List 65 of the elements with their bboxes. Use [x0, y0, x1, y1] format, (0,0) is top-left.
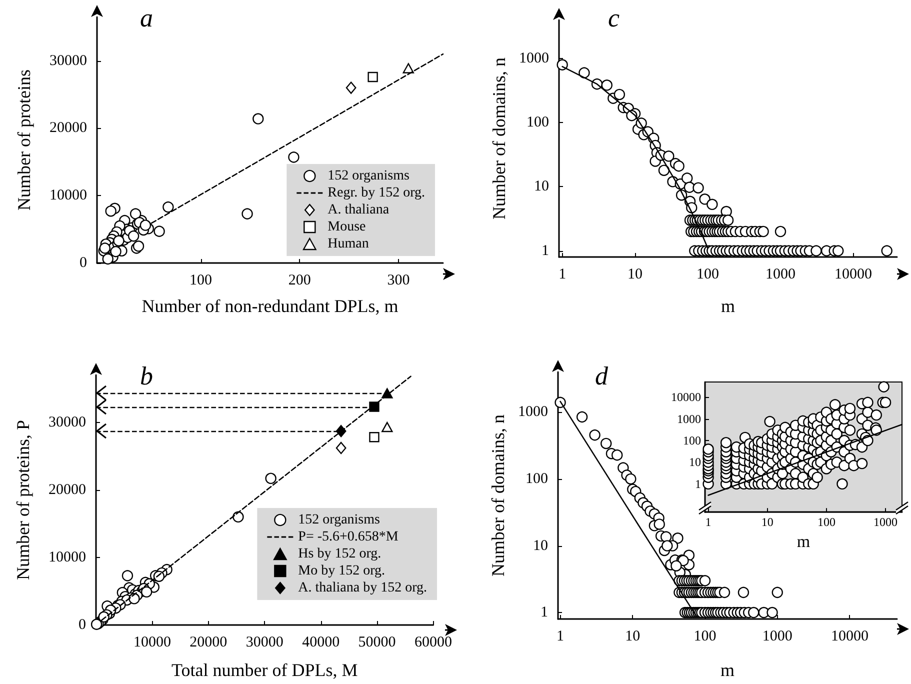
x-tick-label: 200 [288, 272, 311, 288]
chart-title: a [140, 4, 153, 32]
y-tick-label: 20000 [50, 120, 87, 136]
chart-title: c [608, 4, 620, 32]
x-axis-title: Total number of DPLs, M [172, 660, 358, 680]
x-tick-label: 10000 [133, 634, 171, 650]
y-axis-title: Number of proteins [14, 70, 34, 210]
legend-label: Human [328, 236, 369, 252]
legend-label: Mo by 152 org. [298, 564, 386, 578]
y-tick-label: 10 [533, 538, 548, 554]
x-tick-label: 100 [190, 272, 212, 288]
y-tick-label: 1000 [519, 50, 549, 67]
y-axis-title: Number of domains, n [488, 414, 508, 576]
y-tick-label: 30000 [48, 414, 86, 430]
x-axis-title: m [796, 532, 810, 551]
y-tick-label: 100 [526, 114, 549, 131]
y-tick-label: 10000 [50, 188, 87, 204]
y-tick-label: 0 [78, 617, 86, 633]
y-tick-label: 1 [695, 476, 701, 491]
x-tick-label: 40000 [302, 634, 340, 650]
x-tick-label: 1000 [762, 628, 792, 644]
x-tick-label: 10 [625, 628, 640, 644]
y-tick-label: 100 [526, 470, 548, 487]
y-tick-label: 10000 [48, 549, 86, 566]
y-tick-label: 10 [534, 178, 549, 195]
y-tick-label: 0 [80, 255, 87, 271]
chart-title: b [140, 362, 153, 390]
legend-label: P= -5.6+0.658*M [298, 530, 399, 544]
y-tick-label: 10 [689, 455, 701, 470]
y-tick-label: 1000 [677, 412, 701, 426]
x-tick-label: 60000 [414, 634, 452, 650]
y-tick-label: 30000 [50, 52, 87, 69]
chart-title: d [595, 362, 609, 390]
x-tick-label: 50000 [358, 634, 396, 650]
x-tick-label: 30000 [246, 634, 284, 650]
x-tick-label: 10 [761, 515, 774, 530]
y-tick-label: 20000 [48, 482, 86, 498]
y-axis-title: Number of proteins, P [13, 420, 33, 580]
legend-label: 152 organisms [298, 512, 380, 528]
y-tick-label: 1 [540, 604, 548, 621]
x-tick-label: 1000 [765, 266, 796, 282]
y-tick-label: 1000 [518, 404, 548, 420]
x-tick-label: 10 [628, 266, 643, 282]
x-tick-label: 10000 [834, 266, 872, 282]
x-tick-label: 20000 [190, 634, 228, 650]
x-tick-label: 100 [817, 515, 836, 530]
legend-label: Hs by 152 org. [298, 546, 382, 562]
legend-label: A. thaliana by 152 org. [298, 580, 428, 596]
x-axis-title: m [720, 296, 736, 316]
legend-label: Regr. by 152 org. [328, 186, 426, 200]
x-axis-title: Number of non-redundant DPLs, m [142, 296, 398, 316]
x-tick-label: 1000 [874, 515, 898, 530]
legend-label: 152 organisms [328, 168, 410, 184]
y-tick-label: 10000 [671, 390, 701, 404]
y-axis-title: Number of domains, n [489, 58, 510, 220]
legend-label: Mouse [328, 220, 366, 234]
y-tick-label: 100 [683, 434, 701, 448]
x-tick-label: 1 [705, 515, 712, 530]
x-tick-label: 10000 [830, 628, 868, 644]
x-tick-label: 1 [556, 628, 564, 644]
x-tick-label: 300 [387, 272, 410, 288]
legend-label: A. thaliana [328, 202, 390, 218]
x-axis-title: m [720, 660, 735, 680]
y-tick-label: 1 [542, 242, 549, 259]
x-tick-label: 1 [558, 266, 566, 282]
